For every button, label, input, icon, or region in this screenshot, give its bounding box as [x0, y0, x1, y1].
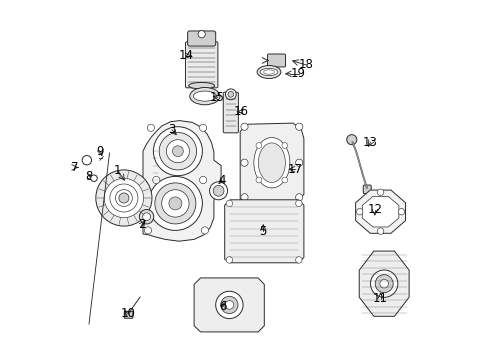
- Circle shape: [168, 197, 182, 210]
- FancyBboxPatch shape: [187, 31, 215, 46]
- Text: 16: 16: [233, 105, 248, 118]
- Circle shape: [104, 178, 143, 218]
- Circle shape: [148, 176, 202, 230]
- Text: 10: 10: [121, 307, 136, 320]
- Text: 4: 4: [218, 174, 225, 186]
- Circle shape: [199, 124, 206, 131]
- Circle shape: [256, 177, 261, 183]
- Circle shape: [199, 176, 206, 184]
- Circle shape: [225, 257, 232, 263]
- Circle shape: [225, 89, 236, 100]
- Polygon shape: [224, 200, 303, 263]
- Circle shape: [172, 146, 183, 157]
- Polygon shape: [240, 123, 303, 202]
- Circle shape: [220, 296, 238, 314]
- Polygon shape: [355, 190, 405, 233]
- Polygon shape: [359, 251, 408, 316]
- Circle shape: [241, 194, 247, 201]
- Circle shape: [155, 183, 196, 224]
- Text: 7: 7: [71, 161, 78, 174]
- Circle shape: [356, 208, 362, 215]
- Circle shape: [282, 143, 287, 148]
- Text: 5: 5: [259, 225, 266, 238]
- Text: 15: 15: [210, 91, 224, 104]
- Circle shape: [374, 275, 392, 293]
- Circle shape: [346, 135, 356, 145]
- Circle shape: [153, 127, 202, 176]
- Text: 14: 14: [178, 49, 193, 62]
- Circle shape: [370, 270, 397, 297]
- Circle shape: [209, 182, 227, 200]
- Circle shape: [198, 31, 205, 38]
- Circle shape: [295, 123, 302, 130]
- Circle shape: [397, 208, 404, 215]
- Circle shape: [82, 156, 91, 165]
- Ellipse shape: [258, 143, 285, 183]
- Circle shape: [224, 301, 233, 309]
- Circle shape: [379, 279, 387, 288]
- Circle shape: [115, 190, 132, 206]
- Circle shape: [225, 200, 232, 207]
- Ellipse shape: [253, 138, 289, 188]
- Circle shape: [162, 190, 189, 217]
- Polygon shape: [194, 278, 264, 332]
- Ellipse shape: [257, 66, 280, 78]
- Ellipse shape: [189, 87, 220, 105]
- Text: 8: 8: [85, 170, 93, 183]
- Text: 6: 6: [219, 300, 226, 313]
- Circle shape: [282, 177, 287, 183]
- Circle shape: [142, 213, 150, 221]
- FancyBboxPatch shape: [185, 42, 218, 88]
- Text: 2: 2: [138, 219, 145, 231]
- Circle shape: [119, 193, 129, 203]
- Text: 18: 18: [298, 58, 312, 71]
- Text: 3: 3: [168, 123, 175, 136]
- Circle shape: [295, 159, 302, 166]
- Circle shape: [201, 227, 208, 234]
- Circle shape: [377, 189, 383, 195]
- FancyBboxPatch shape: [223, 92, 238, 133]
- Circle shape: [96, 170, 152, 226]
- Circle shape: [213, 185, 224, 196]
- FancyBboxPatch shape: [124, 311, 133, 318]
- Ellipse shape: [188, 82, 214, 89]
- Circle shape: [139, 210, 153, 224]
- Text: 9: 9: [97, 145, 104, 158]
- Ellipse shape: [193, 91, 216, 101]
- Circle shape: [91, 175, 97, 181]
- Circle shape: [166, 140, 189, 163]
- Circle shape: [215, 291, 243, 319]
- Text: 19: 19: [290, 67, 305, 80]
- Circle shape: [295, 200, 302, 207]
- Circle shape: [152, 176, 160, 184]
- Circle shape: [110, 184, 138, 212]
- Text: 11: 11: [372, 292, 387, 305]
- FancyBboxPatch shape: [267, 54, 285, 67]
- FancyBboxPatch shape: [363, 185, 370, 194]
- Circle shape: [227, 91, 233, 97]
- Circle shape: [295, 194, 302, 201]
- Circle shape: [159, 132, 196, 170]
- Ellipse shape: [260, 68, 277, 76]
- Polygon shape: [362, 197, 398, 227]
- Circle shape: [241, 123, 247, 130]
- Polygon shape: [142, 121, 221, 241]
- Text: 1: 1: [114, 165, 122, 177]
- Text: 13: 13: [362, 136, 377, 149]
- Ellipse shape: [263, 70, 274, 74]
- Circle shape: [241, 159, 247, 166]
- Circle shape: [377, 228, 383, 234]
- Text: 12: 12: [366, 203, 382, 216]
- Circle shape: [147, 124, 154, 131]
- Text: 17: 17: [287, 163, 302, 176]
- Circle shape: [256, 143, 261, 148]
- Circle shape: [295, 257, 302, 263]
- Circle shape: [144, 227, 151, 234]
